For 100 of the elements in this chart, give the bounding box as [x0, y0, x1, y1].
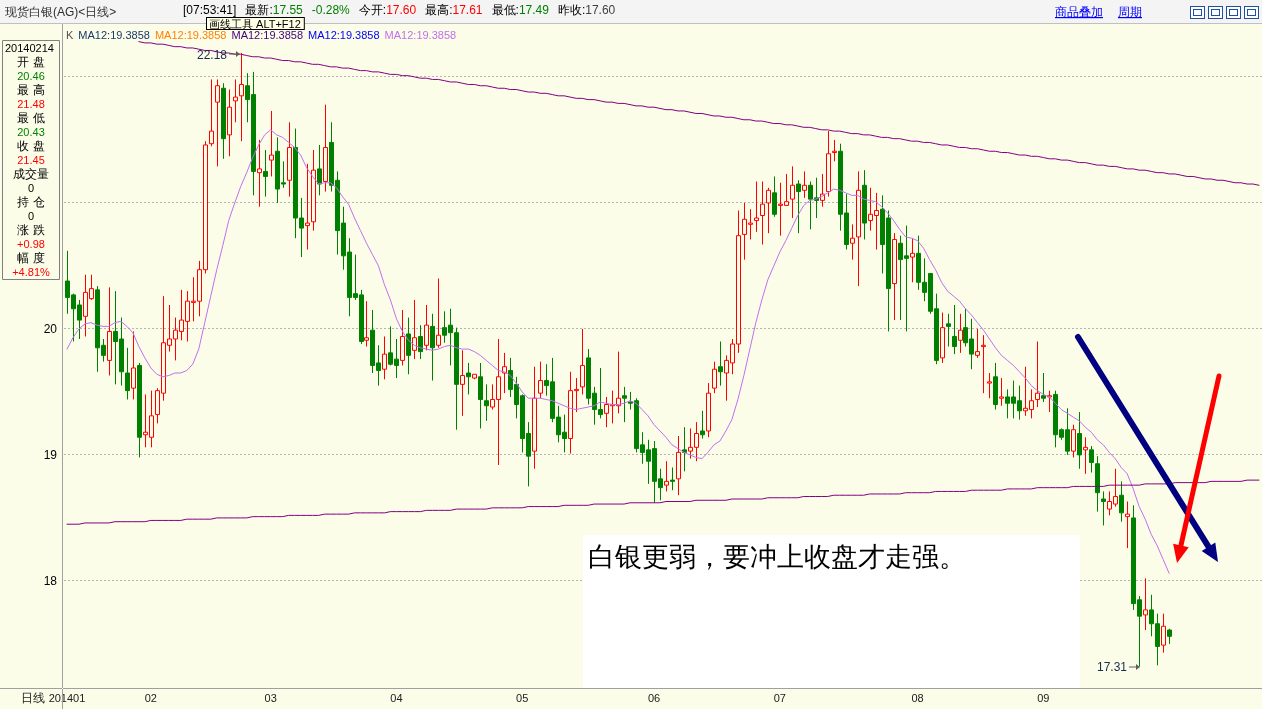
candlestick: [1125, 501, 1130, 549]
annotation: MA12:19.3858: [308, 29, 380, 41]
candlestick: [766, 187, 771, 234]
candlestick: [484, 383, 489, 422]
annotation: MA12:19.3858: [154, 29, 227, 41]
candlestick: [940, 312, 945, 364]
x-tick-label: 06: [647, 692, 661, 704]
candlestick: [676, 435, 681, 496]
candlestick: [239, 52, 244, 142]
candlestick: [406, 317, 411, 375]
candlestick: [999, 377, 1004, 407]
text: 20.43: [17, 126, 45, 138]
text: +4.81%: [12, 266, 51, 278]
text: 商品叠加: [1055, 5, 1103, 19]
annotation: K: [66, 29, 74, 41]
text: 最 高: [17, 83, 45, 97]
x-tick-label: 04: [390, 692, 403, 704]
y-tick-label: 19: [43, 447, 58, 462]
candlestick: [946, 313, 951, 348]
candlestick: [826, 130, 831, 198]
candlestick: [209, 78, 214, 147]
x-tick-label: 09: [1037, 692, 1050, 704]
candlestick: [311, 149, 316, 232]
candlestick: [436, 278, 441, 349]
candlestick: [364, 300, 369, 348]
annotation: 22.18: [196, 48, 228, 62]
text: 最高:17.61: [425, 3, 483, 17]
candlestick: [269, 110, 274, 177]
candlestick: [233, 78, 238, 123]
text: 日线: [21, 691, 45, 705]
annotation: 17.31: [1096, 660, 1128, 674]
text: 昨收:17.60: [557, 3, 616, 17]
candlestick: [418, 324, 423, 360]
candlestick: [993, 362, 998, 411]
candlestick: [1167, 628, 1172, 645]
candlestick: [1071, 424, 1076, 458]
candlestick: [412, 299, 417, 360]
text: 周期: [1118, 5, 1142, 19]
text: +0.98: [17, 238, 45, 250]
text: 0: [27, 182, 35, 194]
candlestick: [137, 362, 142, 458]
candlestick: [862, 169, 867, 240]
text: 21.45: [17, 154, 45, 166]
candlestick: [125, 347, 130, 400]
text: -0.28%: [311, 3, 351, 17]
candlestick: [796, 179, 801, 234]
candlestick: [664, 460, 669, 492]
text: MA12:19.3858: [384, 29, 457, 41]
text: 开 盘: [17, 55, 45, 69]
candlestick: [1047, 390, 1052, 413]
candlestick: [700, 410, 705, 440]
candlestick: [1119, 480, 1124, 523]
candlestick: [1143, 577, 1148, 631]
text: 成交量: [13, 167, 49, 181]
text: 21.48: [17, 98, 45, 110]
candlestick: [472, 373, 477, 380]
candlestick: [892, 232, 897, 321]
candlestick: [1083, 436, 1088, 475]
candlestick: [706, 382, 711, 438]
text: 现货白银(AG)<日线>: [5, 5, 117, 19]
line-series: [66, 129, 1170, 574]
text: 最新:17.55: [245, 3, 304, 17]
candlestick: [832, 139, 837, 162]
candlestick: [382, 335, 387, 380]
candlestick: [305, 163, 310, 251]
candlestick: [287, 121, 292, 198]
candlestick: [502, 352, 507, 394]
candlestick: [1101, 490, 1106, 526]
y-tick-label: 20: [43, 321, 58, 336]
candlestick: [430, 313, 435, 382]
candlestick: [958, 313, 963, 354]
candlestick: [718, 341, 723, 387]
candlestick: [1095, 455, 1100, 513]
candlestick: [580, 328, 585, 395]
text: 20140214: [5, 42, 54, 54]
candlestick: [987, 372, 992, 399]
candlestick: [910, 237, 915, 283]
line-series: [138, 41, 1260, 186]
candlestick: [1077, 411, 1082, 470]
text: 今开:17.60: [358, 3, 417, 17]
text: [07:53:41]: [183, 3, 237, 17]
text: 最低:17.49: [491, 3, 550, 17]
text: 持 仓: [17, 195, 45, 209]
candlestick: [215, 78, 220, 167]
candlestick: [107, 286, 112, 377]
candlestick: [317, 144, 322, 196]
candlestick: [790, 165, 795, 219]
candlestick: [1041, 372, 1046, 403]
candlestick: [532, 366, 537, 470]
candlestick: [850, 223, 855, 261]
annotation: 画线工具 ALT+F12: [209, 17, 301, 30]
candlestick: [975, 328, 980, 359]
candlestick: [478, 362, 483, 429]
candlestick: [460, 349, 465, 417]
candlestick: [1089, 445, 1094, 474]
annotation: MA12:19.3858: [231, 29, 304, 41]
text: 0: [27, 210, 35, 222]
y-tick-label: 18: [43, 573, 58, 588]
text: 涨 跌: [17, 223, 45, 237]
x-tick-label: 07: [773, 692, 786, 704]
